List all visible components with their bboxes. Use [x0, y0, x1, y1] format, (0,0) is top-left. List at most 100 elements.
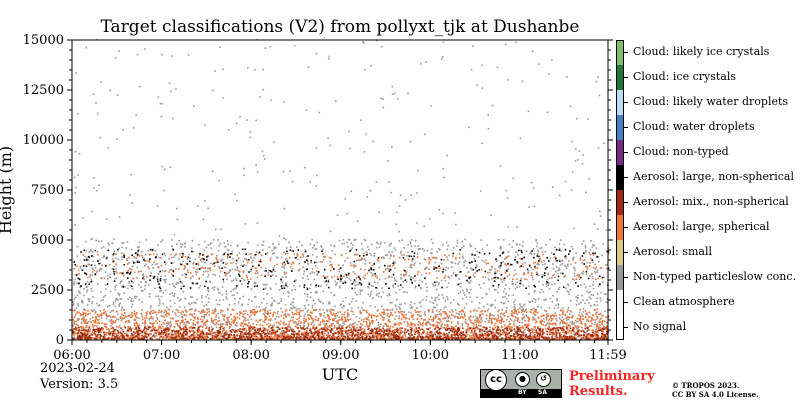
classification-point: [256, 324, 258, 326]
classification-point: [179, 325, 181, 327]
classification-point: [362, 42, 365, 44]
classification-point: [342, 239, 345, 241]
classification-point: [163, 189, 165, 192]
classification-point: [542, 291, 545, 293]
classification-point: [371, 338, 374, 340]
classification-point: [386, 325, 388, 327]
classification-point: [73, 323, 76, 325]
classification-point: [405, 337, 408, 340]
classification-point: [344, 330, 346, 332]
classification-point: [127, 287, 129, 290]
classification-point: [531, 335, 534, 338]
classification-point: [130, 305, 133, 308]
classification-point: [306, 293, 309, 296]
classification-point: [284, 304, 287, 306]
classification-point: [73, 176, 76, 179]
classification-point: [402, 337, 405, 339]
classification-point: [513, 338, 515, 340]
classification-point: [161, 103, 163, 105]
classification-point: [199, 318, 202, 321]
classification-point: [360, 331, 363, 333]
classification-point: [471, 328, 473, 330]
classification-point: [531, 300, 533, 303]
classification-point: [307, 334, 309, 337]
classification-point: [231, 250, 234, 253]
classification-point: [75, 307, 78, 309]
classification-point: [442, 334, 444, 336]
classification-point: [102, 296, 105, 298]
classification-point: [194, 317, 196, 320]
classification-point: [387, 320, 390, 322]
classification-point: [359, 311, 362, 314]
classification-point: [262, 88, 265, 91]
classification-point: [86, 322, 89, 324]
classification-point: [483, 282, 485, 285]
classification-point: [275, 315, 278, 318]
classification-point: [407, 251, 409, 254]
classification-point: [188, 327, 191, 329]
classification-point: [359, 279, 362, 281]
classification-point: [122, 242, 125, 244]
classification-point: [445, 327, 447, 330]
classification-point: [401, 239, 403, 242]
classification-point: [585, 286, 587, 289]
classification-point: [79, 286, 81, 289]
classification-point: [227, 129, 230, 131]
classification-point: [81, 302, 84, 304]
classification-point: [532, 332, 535, 334]
classification-point: [424, 314, 427, 316]
classification-point: [452, 314, 454, 317]
classification-point: [550, 320, 553, 322]
classification-point: [175, 268, 177, 270]
classification-point: [519, 307, 521, 310]
classification-point: [234, 335, 236, 338]
classification-point: [420, 273, 423, 276]
classification-point: [520, 282, 522, 285]
classification-point: [328, 55, 330, 58]
classification-point: [306, 287, 308, 289]
classification-point: [330, 308, 332, 311]
classification-point: [298, 308, 301, 310]
classification-point: [100, 291, 102, 293]
classification-point: [476, 296, 478, 299]
classification-point: [460, 310, 463, 312]
classification-point: [230, 329, 233, 332]
classification-point: [94, 264, 96, 267]
classification-point: [141, 274, 144, 276]
classification-point: [376, 338, 379, 340]
classification-point: [302, 309, 304, 312]
classification-point: [133, 271, 136, 274]
classification-point: [279, 336, 282, 338]
classification-point: [532, 278, 534, 281]
classification-point: [442, 317, 444, 320]
classification-point: [138, 284, 140, 286]
classification-point: [436, 321, 438, 323]
classification-point: [441, 58, 443, 60]
classification-point: [129, 284, 132, 287]
classification-point: [430, 337, 432, 339]
classification-point: [275, 334, 277, 336]
classification-point: [505, 310, 507, 312]
classification-point: [217, 337, 220, 339]
classification-point: [491, 322, 493, 325]
classification-point: [295, 313, 298, 316]
classification-point: [142, 318, 144, 321]
classification-point: [499, 335, 502, 337]
classification-point: [491, 314, 493, 316]
classification-point: [500, 263, 503, 265]
classification-point: [338, 323, 340, 326]
classification-point: [255, 119, 257, 122]
classification-point: [580, 320, 582, 323]
classification-point: [584, 244, 587, 247]
classification-point: [512, 177, 515, 180]
classification-point: [279, 323, 281, 326]
classification-point: [303, 331, 306, 334]
classification-point: [169, 320, 172, 323]
classification-point: [342, 325, 344, 327]
classification-point: [457, 263, 460, 265]
classification-point: [436, 296, 438, 299]
classification-point: [123, 332, 126, 335]
classification-point: [351, 324, 353, 326]
classification-point: [505, 298, 508, 300]
classification-point: [367, 325, 369, 327]
